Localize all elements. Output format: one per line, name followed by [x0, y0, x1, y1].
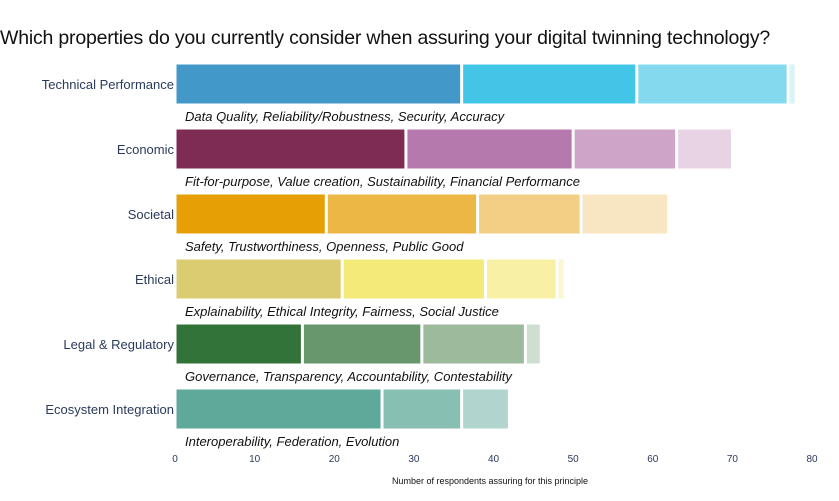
x-tick-label: 10 [249, 454, 261, 465]
bar-segment [175, 323, 302, 365]
bar-segment [486, 258, 557, 300]
bar-segment [175, 193, 326, 235]
category-label: Economic [117, 142, 175, 157]
x-tick-label: 60 [647, 454, 659, 465]
bar-segment [462, 63, 637, 105]
bar-segment [382, 388, 462, 430]
bar-segment [326, 193, 478, 235]
category-subtitle: Fit-for-purpose, Value creation, Sustain… [185, 174, 580, 189]
bar-segment [788, 63, 796, 105]
category-label: Legal & Regulatory [63, 337, 174, 352]
bar-segment [573, 128, 677, 170]
bar-segment [677, 128, 732, 170]
bar-segment [175, 63, 462, 105]
bar-segment [557, 258, 565, 300]
bar-segment [175, 258, 342, 300]
x-tick-label: 70 [727, 454, 739, 465]
x-tick-label: 0 [172, 454, 178, 465]
bar-segment [302, 323, 422, 365]
category-subtitle: Interoperability, Federation, Evolution [185, 434, 399, 449]
x-tick-label: 30 [408, 454, 420, 465]
x-tick-label: 20 [329, 454, 341, 465]
bar-segment [175, 128, 406, 170]
bar-segment [637, 63, 788, 105]
bar-segment [581, 193, 669, 235]
bar-segment [462, 388, 509, 430]
x-axis-label: Number of respondents assuring for this … [392, 476, 588, 486]
category-label: Societal [128, 207, 174, 222]
bar-segment [175, 388, 382, 430]
category-label: Ecosystem Integration [45, 402, 174, 417]
x-tick-label: 80 [806, 454, 818, 465]
x-tick-label: 50 [568, 454, 580, 465]
bar-segment [478, 193, 581, 235]
x-tick-label: 40 [488, 454, 500, 465]
category-subtitle: Safety, Trustworthiness, Openness, Publi… [185, 239, 464, 254]
bar-segment [342, 258, 486, 300]
bar-segment [406, 128, 573, 170]
category-subtitle: Governance, Transparency, Accountability… [185, 369, 513, 384]
category-subtitle: Data Quality, Reliability/Robustness, Se… [185, 109, 506, 124]
bar-segment [525, 323, 541, 365]
chart-title: Which properties do you currently consid… [0, 27, 771, 49]
category-subtitle: Explainability, Ethical Integrity, Fairn… [185, 304, 499, 319]
bar-segment [422, 323, 525, 365]
category-label: Ethical [135, 272, 174, 287]
category-label: Technical Performance [42, 77, 174, 92]
